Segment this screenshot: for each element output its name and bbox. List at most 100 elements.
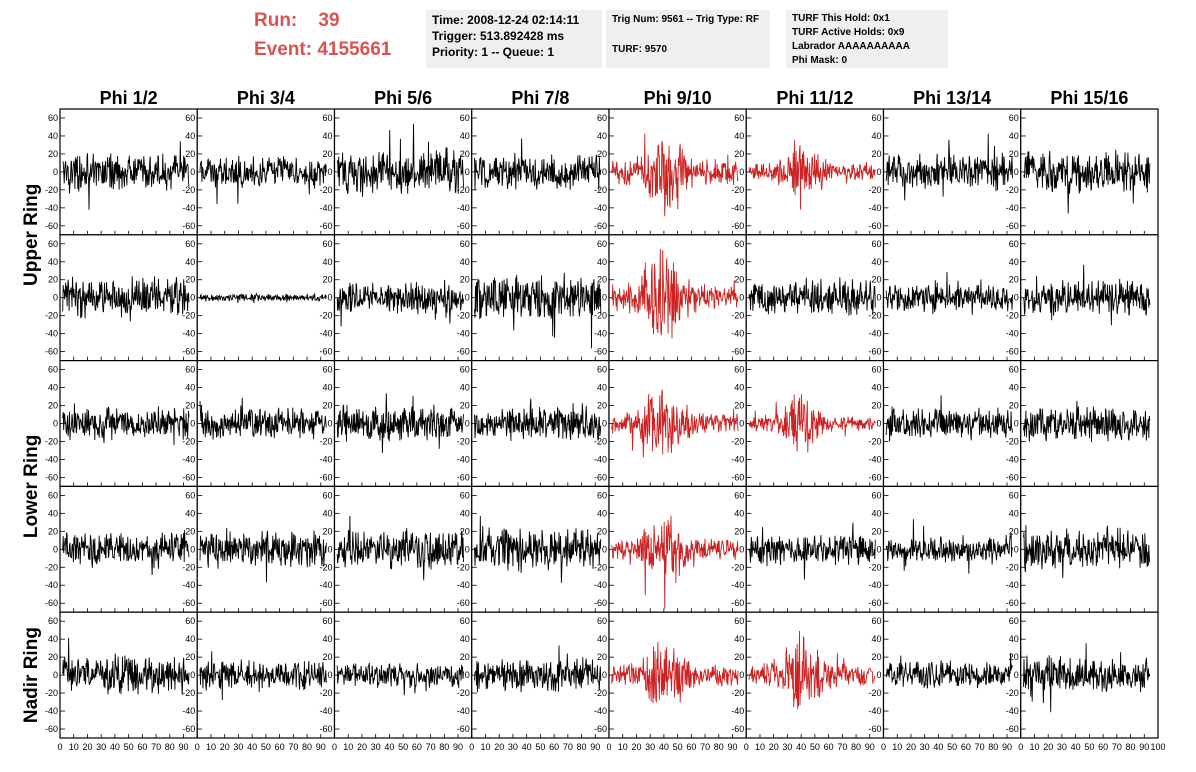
- x-tick-label: 50: [947, 742, 957, 752]
- y-tick-label: -20: [868, 688, 881, 698]
- y-tick-label: -60: [45, 724, 58, 734]
- y-tick-label: 0: [327, 419, 332, 429]
- x-tick-label: 20: [906, 742, 916, 752]
- waveform-trace: [611, 515, 739, 609]
- x-tick-label: 70: [563, 742, 573, 752]
- y-tick-label: 0: [602, 419, 607, 429]
- y-tick-label: 20: [460, 526, 470, 536]
- waveform-trace: [336, 515, 464, 581]
- y-tick-label: -20: [868, 436, 881, 446]
- y-tick-label: -60: [594, 724, 607, 734]
- y-tick-label: -40: [1006, 454, 1019, 464]
- y-tick-label: -20: [45, 688, 58, 698]
- y-tick-label: 0: [190, 670, 195, 680]
- y-tick-label: 40: [185, 257, 195, 267]
- y-tick-label: 0: [327, 167, 332, 177]
- x-tick-label: 10: [755, 742, 765, 752]
- y-tick-label: -20: [594, 562, 607, 572]
- y-tick-label: -40: [182, 454, 195, 464]
- y-tick-label: 60: [185, 616, 195, 626]
- y-tick-label: 40: [871, 383, 881, 393]
- y-tick-label: 60: [1009, 239, 1019, 249]
- x-tick-label: 70: [288, 742, 298, 752]
- x-tick-label: 0: [881, 742, 886, 752]
- y-tick-label: 40: [185, 508, 195, 518]
- y-tick-label: -40: [868, 454, 881, 464]
- x-tick-label: 90: [316, 742, 326, 752]
- y-tick-label: 40: [322, 131, 332, 141]
- y-tick-label: 60: [871, 365, 881, 375]
- waveform-trace: [62, 637, 190, 695]
- y-tick-label: 40: [1009, 508, 1019, 518]
- x-tick-label: 30: [233, 742, 243, 752]
- waveform-trace: [611, 389, 739, 458]
- waveform-trace: [336, 279, 464, 327]
- y-tick-label: 20: [322, 275, 332, 285]
- y-tick-label: -60: [45, 347, 58, 357]
- y-tick-label: 40: [597, 383, 607, 393]
- y-tick-label: 60: [185, 490, 195, 500]
- y-tick-label: -20: [594, 436, 607, 446]
- y-tick-label: 60: [597, 239, 607, 249]
- y-tick-label: 0: [190, 293, 195, 303]
- y-tick-label: 20: [871, 652, 881, 662]
- y-tick-label: 20: [597, 275, 607, 285]
- turf-active-line: TURF Active Holds: 0x9: [792, 27, 905, 38]
- y-tick-label: -40: [45, 203, 58, 213]
- x-tick-label: 70: [426, 742, 436, 752]
- y-tick-label: -40: [594, 203, 607, 213]
- waveform-trace: [62, 403, 190, 446]
- y-tick-label: -40: [457, 454, 470, 464]
- x-tick-label: 80: [165, 742, 175, 752]
- y-tick-label: -20: [182, 562, 195, 572]
- y-tick-label: -60: [1006, 221, 1019, 231]
- y-tick-label: 60: [597, 616, 607, 626]
- waveform-trace: [474, 272, 602, 349]
- x-tick-label: 70: [151, 742, 161, 752]
- y-tick-label: 0: [190, 167, 195, 177]
- y-tick-label: 20: [48, 401, 58, 411]
- y-tick-label: -40: [1006, 329, 1019, 339]
- waveform-trace: [1023, 525, 1151, 579]
- y-tick-label: -60: [594, 221, 607, 231]
- y-tick-label: -40: [319, 454, 332, 464]
- y-tick-label: -20: [45, 562, 58, 572]
- y-tick-label: 60: [1009, 616, 1019, 626]
- column-header: Phi 9/10: [644, 88, 712, 108]
- x-tick-label: 50: [673, 742, 683, 752]
- y-tick-label: 20: [871, 401, 881, 411]
- y-tick-label: -40: [868, 580, 881, 590]
- y-tick-label: -60: [182, 221, 195, 231]
- x-tick-label: 10: [618, 742, 628, 752]
- y-tick-label: -60: [45, 598, 58, 608]
- y-tick-label: 0: [602, 670, 607, 680]
- y-tick-label: 20: [185, 149, 195, 159]
- y-tick-label: -20: [45, 436, 58, 446]
- x-tick-label: 100: [1150, 742, 1165, 752]
- y-tick-label: 0: [602, 293, 607, 303]
- y-tick-label: 60: [460, 113, 470, 123]
- y-tick-label: 20: [48, 526, 58, 536]
- y-tick-label: 40: [185, 383, 195, 393]
- y-tick-label: 60: [48, 239, 58, 249]
- y-tick-label: -40: [731, 454, 744, 464]
- y-tick-label: -20: [868, 311, 881, 321]
- y-tick-label: 40: [460, 634, 470, 644]
- x-tick-label: 50: [261, 742, 271, 752]
- y-tick-label: -20: [731, 562, 744, 572]
- y-tick-label: -60: [594, 472, 607, 482]
- y-tick-label: 0: [1014, 167, 1019, 177]
- waveform-trace: [1023, 400, 1151, 443]
- y-tick-label: 60: [1009, 113, 1019, 123]
- x-tick-label: 90: [865, 742, 875, 752]
- y-tick-label: 40: [597, 131, 607, 141]
- waveform-trace: [474, 138, 602, 190]
- y-tick-label: 20: [322, 652, 332, 662]
- y-tick-label: -20: [1006, 562, 1019, 572]
- y-tick-label: 20: [871, 526, 881, 536]
- y-tick-label: -60: [457, 724, 470, 734]
- x-tick-label: 70: [837, 742, 847, 752]
- x-tick-label: 10: [480, 742, 490, 752]
- y-tick-label: -60: [868, 347, 881, 357]
- y-tick-label: -60: [1006, 724, 1019, 734]
